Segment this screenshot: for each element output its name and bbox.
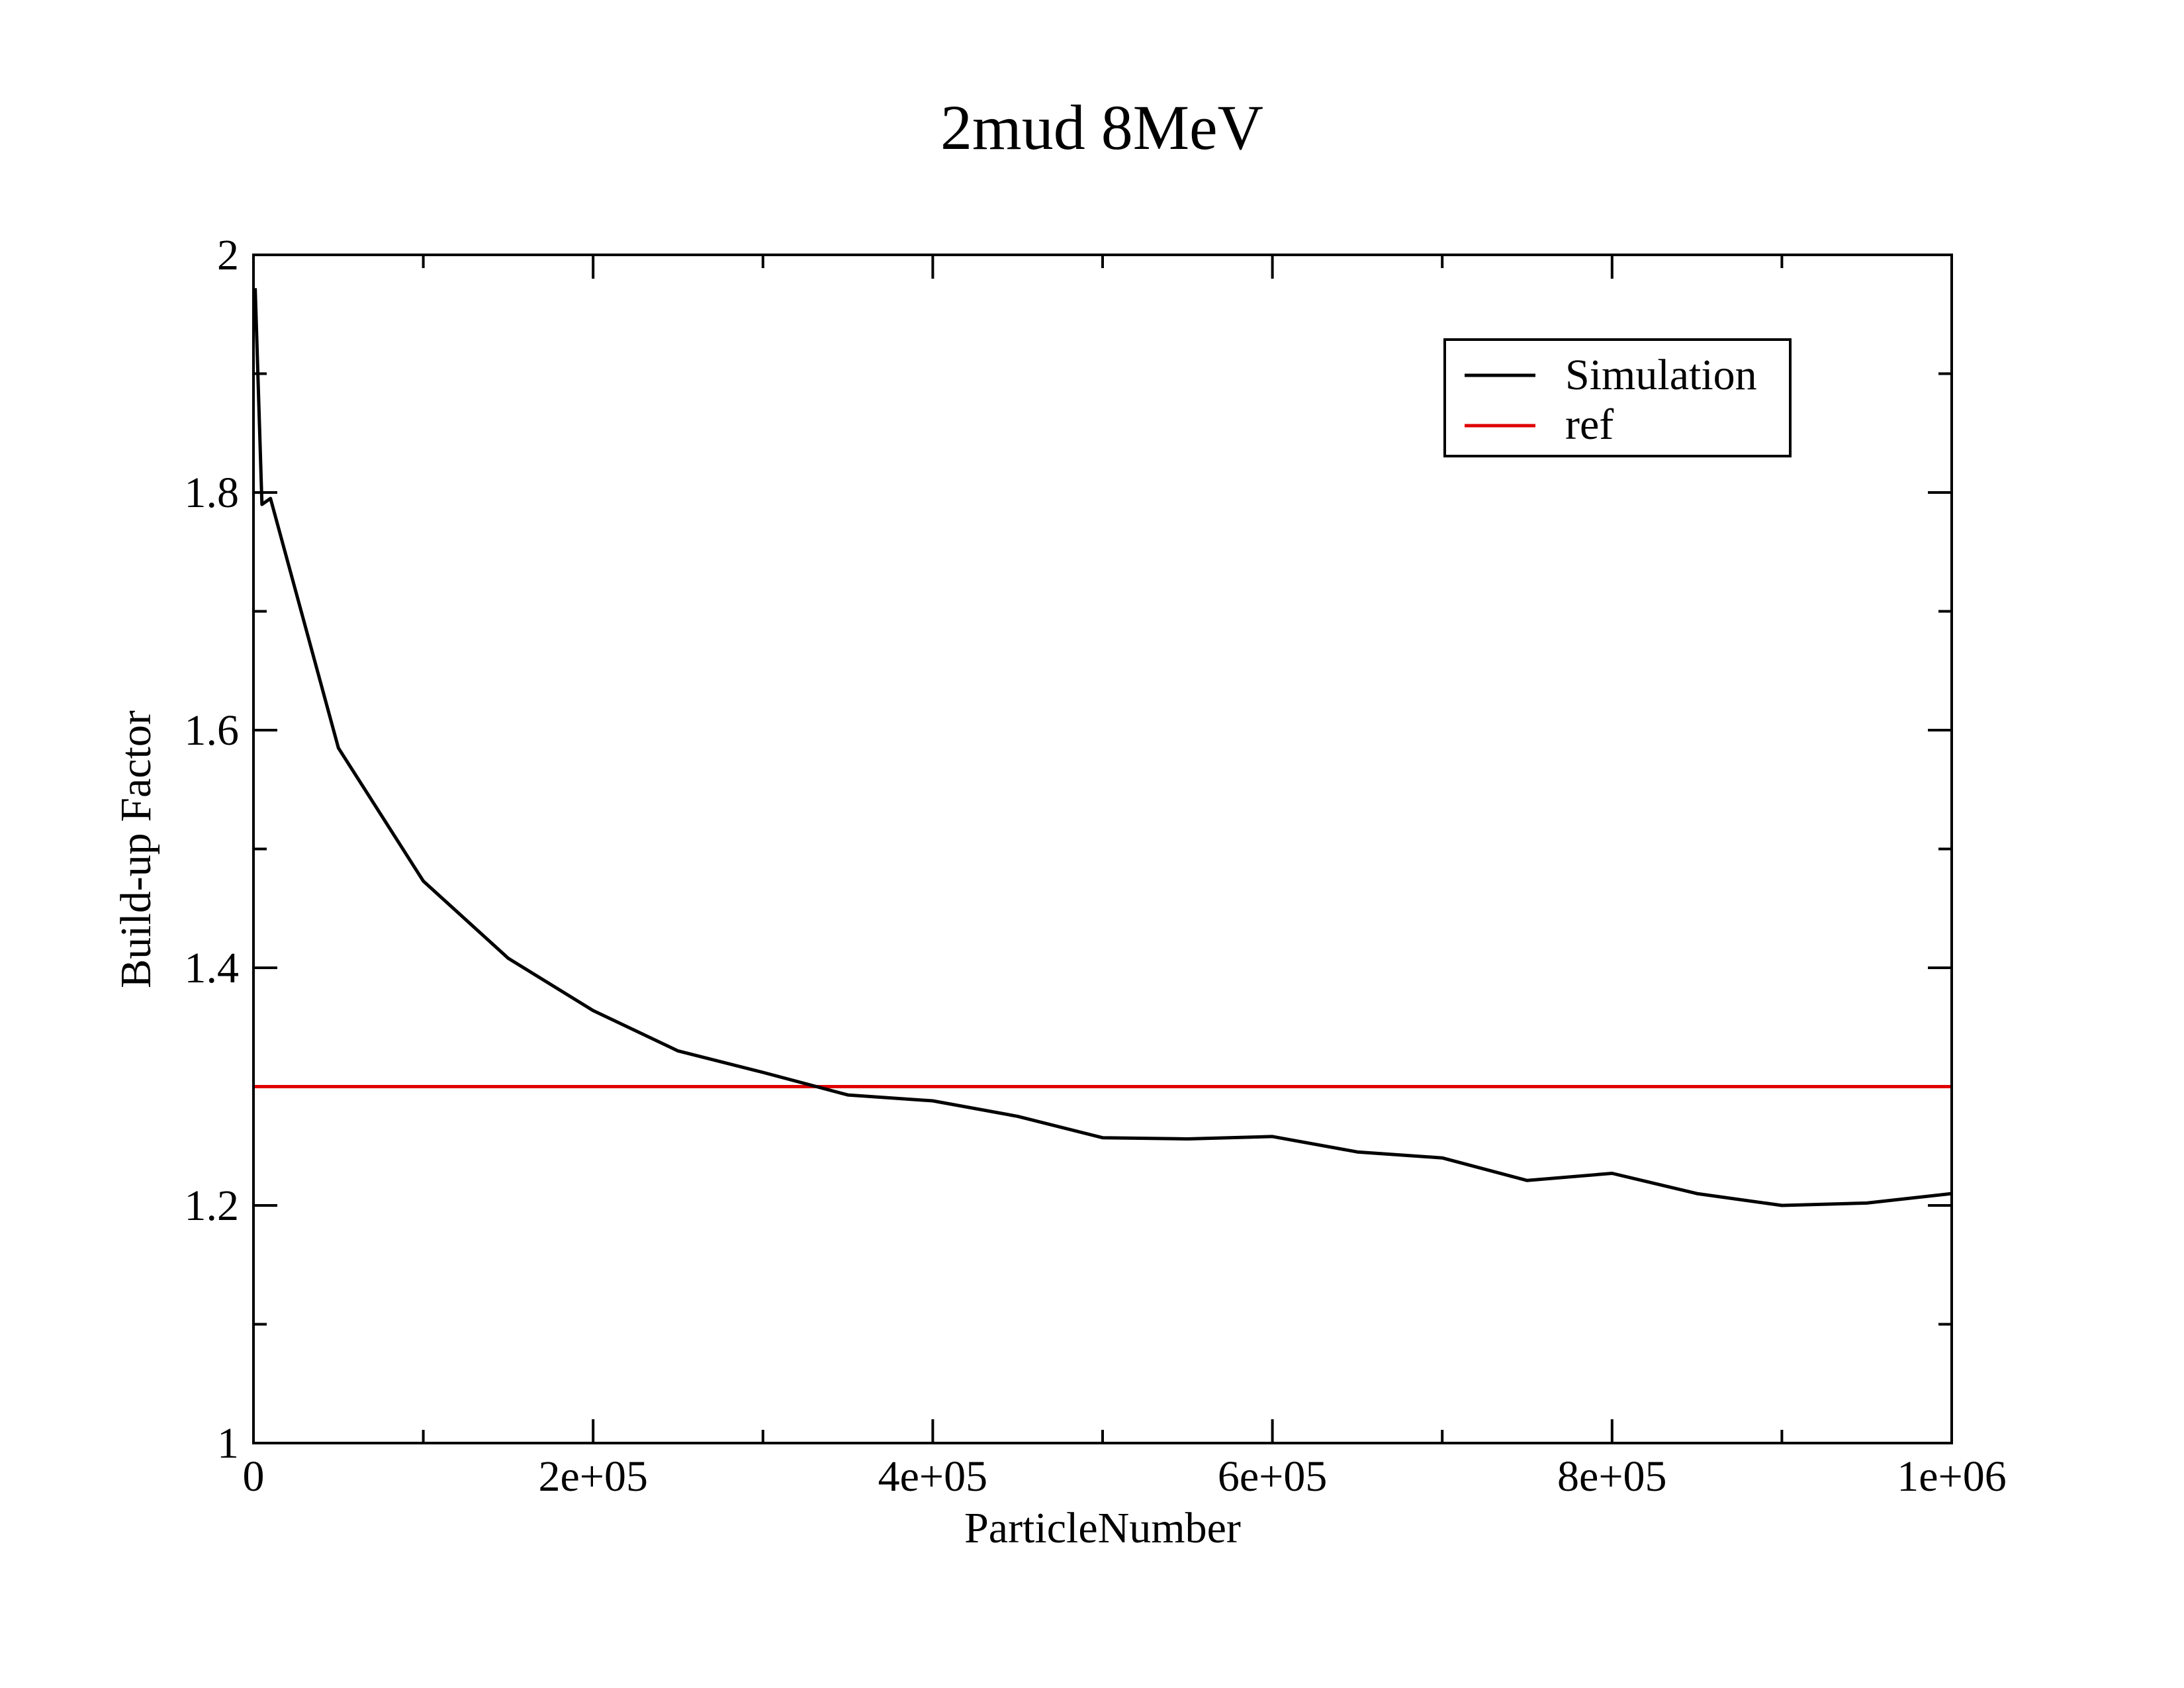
y-tick-label: 1.4 <box>185 944 240 992</box>
legend-label-simulation: Simulation <box>1565 351 1757 399</box>
y-tick-label: 1 <box>217 1419 239 1468</box>
y-tick-label: 1.8 <box>185 469 240 517</box>
y-tick-label: 2 <box>217 231 239 279</box>
y-axis-label: Build-up Factor <box>112 710 160 988</box>
x-tick-label: 4e+05 <box>878 1452 988 1501</box>
legend-box <box>1443 338 1792 457</box>
x-tick-label: 6e+05 <box>1218 1452 1328 1501</box>
y-tick-label: 1.2 <box>185 1182 240 1230</box>
legend: Simulation ref <box>1443 338 1792 457</box>
chart-title: 2mud 8MeV <box>940 92 1263 163</box>
y-axis: 1 1.2 1.4 1.6 1.8 2 <box>185 231 1952 1468</box>
x-tick-label: 1e+06 <box>1897 1452 2007 1501</box>
series-line-simulation <box>253 288 1952 1207</box>
x-tick-label: 8e+05 <box>1557 1452 1667 1501</box>
plot-series <box>253 288 1952 1207</box>
legend-label-ref: ref <box>1565 400 1614 449</box>
plot-frame <box>252 254 1953 1444</box>
x-axis: 0 2e+05 4e+05 6e+05 8e+05 1e+06 <box>243 255 2007 1501</box>
x-tick-label: 2e+05 <box>538 1452 648 1501</box>
x-tick-label: 0 <box>243 1452 265 1501</box>
x-axis-label: ParticleNumber <box>964 1504 1241 1552</box>
y-tick-label: 1.6 <box>185 706 240 755</box>
